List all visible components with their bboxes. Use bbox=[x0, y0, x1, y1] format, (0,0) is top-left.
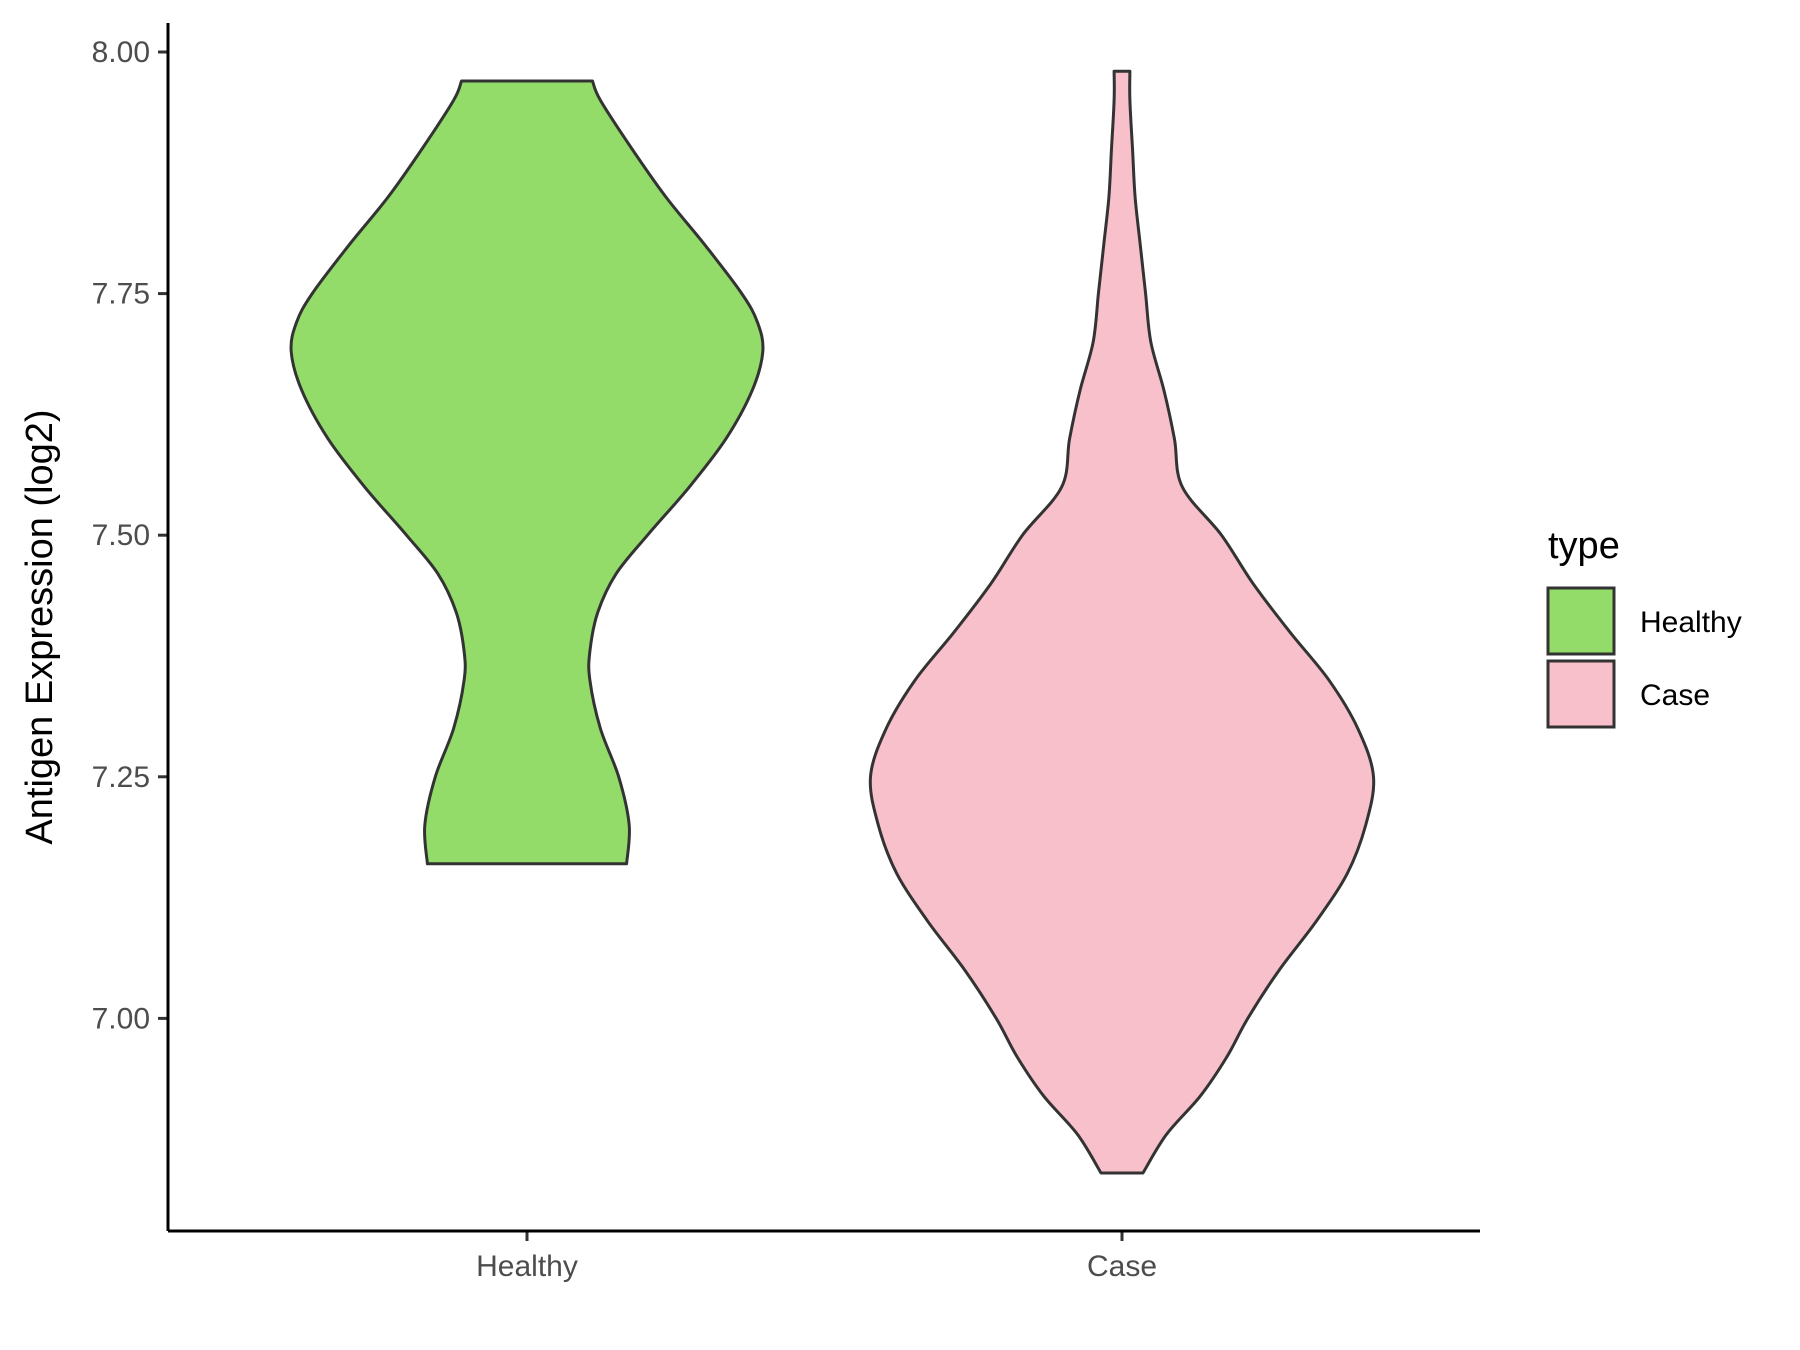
x-tick-label: Case bbox=[1087, 1250, 1157, 1283]
legend: type Healthy Case bbox=[1546, 525, 1742, 729]
legend-key-case bbox=[1546, 659, 1616, 729]
x-tick-label: Healthy bbox=[476, 1250, 578, 1283]
x-axis: Healthy Case bbox=[476, 1231, 1157, 1283]
legend-title: type bbox=[1548, 525, 1620, 567]
legend-label: Case bbox=[1640, 679, 1710, 712]
y-tick-label: 7.75 bbox=[92, 278, 150, 311]
violin-healthy bbox=[289, 79, 765, 866]
y-tick-label: 8.00 bbox=[92, 36, 150, 69]
violin-case bbox=[868, 69, 1376, 1175]
y-axis-title: Antigen Expression (log2) bbox=[19, 409, 61, 844]
y-axis: 7.00 7.25 7.50 7.75 8.00 bbox=[92, 36, 168, 1035]
legend-label: Healthy bbox=[1640, 606, 1742, 639]
violins bbox=[289, 69, 1376, 1175]
legend-key-healthy bbox=[1546, 586, 1616, 656]
y-tick-label: 7.00 bbox=[92, 1002, 150, 1035]
y-tick-label: 7.50 bbox=[92, 519, 150, 552]
y-tick-label: 7.25 bbox=[92, 761, 150, 794]
